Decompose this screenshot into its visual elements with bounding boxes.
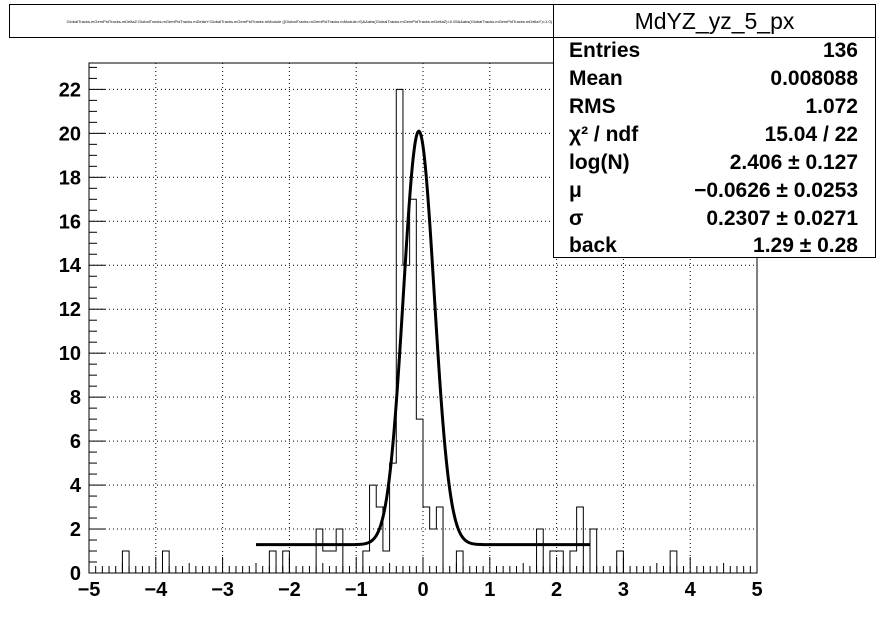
stats-value: 2.406 ± 0.127 [729,151,858,174]
stats-label: RMS [569,95,616,118]
y-tick-label: 22 [59,79,81,101]
y-tick-label: 4 [70,475,82,497]
histogram-bin [577,507,584,573]
histogram-bin [383,551,390,573]
stats-label: Mean [569,67,623,90]
histogram-bin [557,551,564,573]
stats-label: χ² / ndf [569,123,639,146]
histogram-bin [416,419,423,573]
stats-row-mu: μ −0.0626 ± 0.0253 [569,177,858,205]
stats-row-back: back 1.29 ± 0.28 [569,232,858,260]
y-tick-label: 14 [59,255,82,277]
histogram-title: GlobalTracks.mGemPidTracks.mDeltaZ:Globa… [66,19,576,24]
stats-label: μ [569,179,582,202]
stats-value: 136 [822,39,858,62]
y-tick-label: 16 [59,211,81,233]
histogram-bin [363,551,370,573]
stats-value: 0.008088 [770,67,858,90]
x-tick-label: −2 [278,579,301,601]
histogram-bin [590,529,597,573]
histogram-bin [329,551,336,573]
stats-row-rms: RMS 1.072 [569,93,858,121]
histogram-bin [537,529,544,573]
stats-histogram-name: MdYZ_yz_5_px [634,8,795,34]
stats-value: −0.0626 ± 0.0253 [694,179,858,202]
histogram-bin [436,507,443,573]
y-tick-label: 2 [70,519,81,541]
x-tick-label: 3 [618,579,629,601]
y-tick-label: 12 [59,299,81,321]
histogram-bin [403,265,410,573]
x-tick-label: 1 [484,579,495,601]
stats-value: 1.29 ± 0.28 [753,234,858,257]
histogram-bin [316,529,323,573]
x-tick-label: −1 [345,579,368,601]
x-tick-label: 5 [751,579,762,601]
y-tick-label: 0 [70,563,81,585]
gaussian-fit-line [256,129,590,547]
stats-box: MdYZ_yz_5_px Entries 136 Mean 0.008088 R… [553,4,876,258]
x-tick-label: 0 [417,579,428,601]
stats-row-mean: Mean 0.008088 [569,65,858,93]
x-tick-label: 2 [551,579,562,601]
stats-value: 1.072 [805,95,858,118]
histogram-bin [570,551,577,573]
axes [88,62,758,574]
fit-curve [256,129,590,547]
histogram-title-box: GlobalTracks.mGemPidTracks.mDeltaZ:Globa… [9,4,633,38]
x-tick-label: −3 [211,579,234,601]
histogram-bin [456,551,463,573]
x-tick-label: −4 [144,579,168,601]
stats-value: 0.2307 ± 0.0271 [706,207,858,230]
histogram-bin [423,507,430,573]
stats-label: back [569,234,617,257]
stats-row-sigma: σ 0.2307 ± 0.0271 [569,205,858,233]
stats-label: σ [569,207,584,230]
y-tick-label: 10 [59,343,81,365]
stats-value: 15.04 / 22 [764,123,858,146]
histogram-bin [323,551,330,573]
stats-row-chi2: χ² / ndf 15.04 / 22 [569,121,858,149]
stats-label: Entries [569,39,641,62]
y-tick-label: 18 [59,167,81,189]
histogram-bin [430,529,437,573]
y-tick-label: 8 [70,387,81,409]
stats-label: log(N) [569,151,630,174]
histogram-bin [670,551,677,573]
histogram-bin [370,485,377,573]
histogram-bin [122,551,129,573]
histogram-bin [617,551,624,573]
histogram-bin [162,551,169,573]
histogram-bin [336,529,343,573]
y-tick-label: 6 [70,431,81,453]
stats-divider [554,37,875,38]
histogram-bin [269,551,276,573]
x-tick-label: 4 [685,579,697,601]
histogram-bin [550,551,557,573]
histogram-bin [410,199,417,573]
stats-row-entries: Entries 136 [569,37,858,65]
histogram-bin [283,551,290,573]
x-tick-label: −5 [78,579,101,601]
y-tick-label: 20 [59,123,81,145]
stats-row-logn: log(N) 2.406 ± 0.127 [569,149,858,177]
